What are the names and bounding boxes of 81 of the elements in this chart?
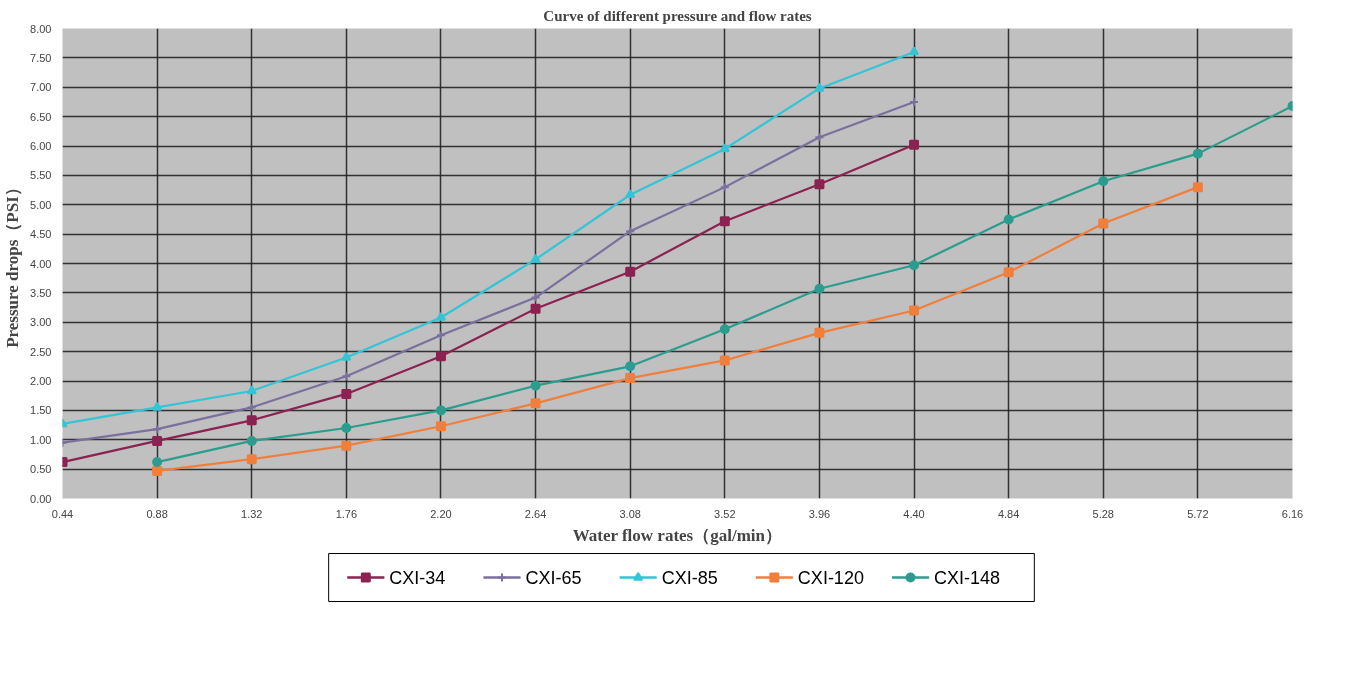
y-tick-label: 1.50 xyxy=(30,404,52,417)
point xyxy=(719,143,730,153)
x-tick-label: 1.32 xyxy=(241,507,263,520)
x-tick-label: 3.96 xyxy=(808,507,831,520)
point xyxy=(435,311,446,321)
point xyxy=(246,385,257,395)
y-axis-title: Pressure drops（PSI） xyxy=(3,179,23,348)
y-tick-label: 7.00 xyxy=(30,81,52,94)
x-tick-label: 5.72 xyxy=(1187,507,1209,520)
point xyxy=(1098,176,1109,187)
point xyxy=(246,415,257,426)
x-tick-label: 5.28 xyxy=(1092,507,1114,520)
point xyxy=(246,454,257,465)
legend-label: CXI-120 xyxy=(797,567,864,588)
point xyxy=(625,189,636,199)
point xyxy=(435,351,446,362)
point xyxy=(435,405,446,416)
point xyxy=(814,82,825,92)
point xyxy=(530,303,541,314)
y-tick-label: 4.50 xyxy=(30,228,52,241)
y-tick-label: 5.50 xyxy=(30,169,52,182)
point xyxy=(909,260,920,271)
x-tick-label: 3.52 xyxy=(714,507,736,520)
point xyxy=(625,361,636,372)
point xyxy=(909,139,920,150)
legend-label: CXI-34 xyxy=(389,567,446,588)
point xyxy=(625,373,636,384)
y-tick-label: 0.00 xyxy=(30,492,52,505)
y-tick-label: 3.50 xyxy=(30,286,52,299)
point xyxy=(152,457,163,468)
y-tick-label: 1.00 xyxy=(30,433,52,446)
x-tick-label: 0.44 xyxy=(51,507,74,520)
point xyxy=(341,423,352,433)
x-tick-label: 1.76 xyxy=(335,507,358,520)
y-tick-label: 6.50 xyxy=(30,110,52,123)
point xyxy=(625,266,636,277)
point xyxy=(1192,148,1203,159)
y-tick-label: 2.00 xyxy=(30,375,52,387)
legend-label: CXI-85 xyxy=(661,567,718,588)
point xyxy=(530,398,541,409)
y-tick-label: 6.00 xyxy=(30,140,52,152)
point xyxy=(341,440,352,451)
point xyxy=(719,355,730,366)
point xyxy=(152,435,163,446)
x-tick-label: 3.08 xyxy=(619,507,641,520)
y-tick-label: 8.00 xyxy=(30,22,52,35)
point xyxy=(246,435,257,446)
y-tick-label: 7.50 xyxy=(30,51,52,64)
point xyxy=(909,46,920,56)
point xyxy=(341,388,352,399)
point xyxy=(1098,218,1109,229)
point xyxy=(530,380,541,391)
point xyxy=(435,421,446,432)
x-tick-label: 4.40 xyxy=(903,507,925,520)
point xyxy=(1003,267,1014,278)
point xyxy=(1003,214,1014,225)
x-axis-title: Water flow rates（gal/min） xyxy=(572,525,783,545)
y-tick-label: 4.00 xyxy=(30,257,52,270)
y-tick-label: 3.00 xyxy=(30,316,52,329)
point xyxy=(341,351,352,361)
y-tick-label: 5.00 xyxy=(30,198,52,211)
y-tick-label: 0.50 xyxy=(30,463,52,476)
point xyxy=(719,216,730,227)
x-tick-label: 4.84 xyxy=(997,507,1020,520)
point xyxy=(814,327,825,338)
point xyxy=(719,324,730,335)
x-tick-label: 6.16 xyxy=(1281,507,1304,520)
point xyxy=(909,305,920,316)
point xyxy=(814,179,825,190)
point xyxy=(152,401,163,411)
legend-label: CXI-148 xyxy=(934,567,1001,588)
point xyxy=(1192,182,1203,193)
x-tick-label: 0.88 xyxy=(146,507,168,520)
x-tick-label: 2.64 xyxy=(524,507,547,520)
chart-title: Curve of different pressure and flow rates xyxy=(543,7,812,24)
x-tick-label: 2.20 xyxy=(430,507,452,520)
point xyxy=(530,253,541,263)
legend-label: CXI-65 xyxy=(525,567,582,588)
y-tick-label: 2.50 xyxy=(30,345,52,358)
point xyxy=(152,465,163,476)
point xyxy=(814,283,825,294)
